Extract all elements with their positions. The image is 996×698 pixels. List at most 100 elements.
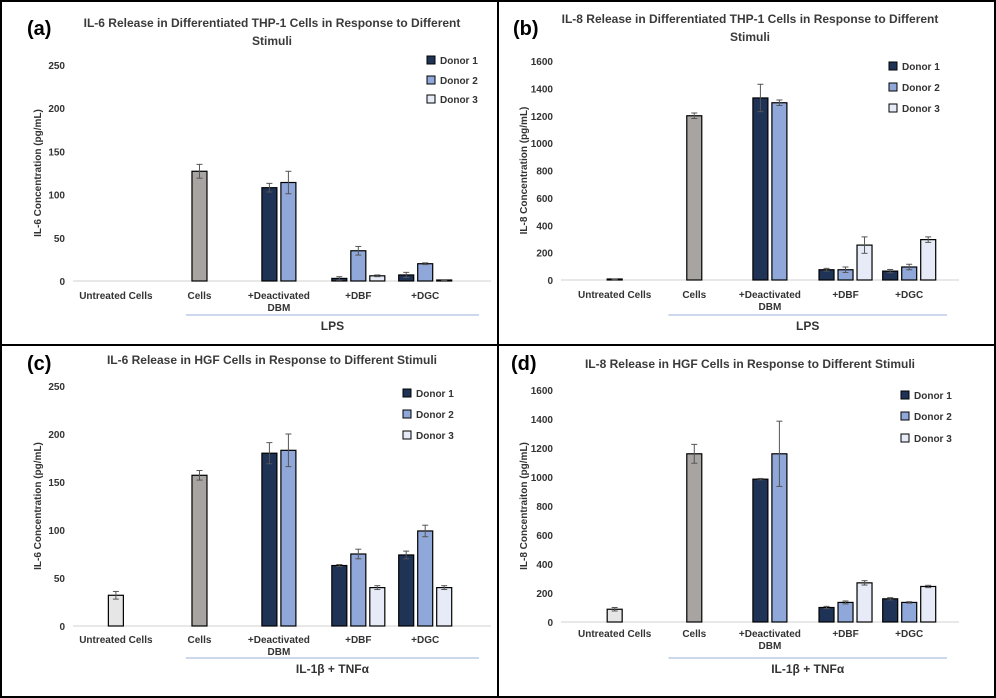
bar-donor2	[417, 263, 434, 282]
y-tick-label: 800	[536, 167, 553, 178]
y-tick-label: 200	[536, 249, 553, 260]
category-label: DBM	[759, 302, 782, 313]
category-label: Cells	[682, 290, 706, 301]
category-label: DBM	[268, 303, 291, 314]
chart-panel-b: (b) IL-8 Release in Differentiated THP-1 …	[513, 12, 959, 333]
category-label: +Deactivated	[248, 291, 310, 302]
group-label: IL-1β + TNFα	[771, 662, 845, 676]
y-axis-label: IL-8 Concentraiton (pg/mL)	[519, 442, 530, 570]
y-tick-label: 250	[48, 382, 65, 393]
y-tick-label: 1000	[531, 473, 554, 484]
category-label: +Deactivated	[739, 290, 801, 301]
category-label: DBM	[268, 647, 291, 658]
y-tick-label: 1400	[531, 84, 554, 95]
legend-swatch	[426, 94, 436, 104]
bar-cells	[686, 453, 703, 623]
legend-entry: Donor 3	[416, 431, 454, 442]
y-tick-label: 1000	[531, 139, 554, 150]
bar-donor3	[369, 587, 386, 627]
legend-swatch	[900, 411, 910, 421]
y-axis-label: IL-8 Concentration (pg/mL)	[519, 107, 530, 235]
bar-donor3	[856, 582, 873, 623]
legend-swatch	[900, 390, 910, 400]
y-tick-label: 0	[547, 618, 553, 629]
panel-label: (a)	[27, 18, 51, 40]
legend-entry: Donor 3	[902, 104, 940, 115]
legend-entry: Donor 1	[440, 56, 478, 67]
bar-donor2	[280, 181, 297, 282]
y-tick-label: 0	[59, 622, 65, 633]
bar-donor2	[771, 102, 788, 281]
legend-swatch	[402, 409, 412, 419]
bar-donor1	[331, 564, 348, 627]
bar-donor1	[752, 478, 769, 623]
bar-donor3	[920, 585, 937, 623]
chart-panel-a: (a) IL-6 Release in Differentiated THP-1 …	[27, 16, 491, 333]
chart-title: IL-8 Release in HGF Cells in Response to…	[585, 357, 915, 371]
y-tick-label: 200	[536, 589, 553, 600]
y-tick-label: 600	[536, 194, 553, 205]
category-label: +DGC	[411, 635, 439, 646]
chart-panel-d: (d) IL-8 Release in HGF Cells in Response…	[511, 353, 959, 676]
y-tick-label: 50	[54, 234, 66, 245]
panel-label: (d)	[511, 353, 537, 375]
legend-swatch	[402, 388, 412, 398]
bar-donor2	[350, 553, 367, 627]
y-tick-label: 1400	[531, 415, 554, 426]
category-label: Untreated Cells	[79, 291, 153, 302]
category-label: Untreated Cells	[578, 629, 652, 640]
category-label: +DGC	[411, 291, 439, 302]
bar-donor1	[752, 97, 769, 281]
chart-title: IL-6 Release in Differentiated THP-1 Cel…	[84, 16, 461, 30]
y-tick-label: 100	[48, 191, 65, 202]
bar-donor1	[261, 452, 278, 627]
legend-entry: Donor 1	[902, 62, 940, 73]
y-tick-label: 50	[54, 574, 66, 585]
legend-swatch	[888, 61, 898, 71]
chart-title: Stimuli	[730, 30, 770, 44]
legend-swatch	[900, 433, 910, 443]
legend-swatch	[888, 82, 898, 92]
group-label: LPS	[321, 319, 344, 333]
bar-donor2	[280, 449, 297, 627]
chart-title: Stimuli	[252, 34, 292, 48]
y-tick-label: 1200	[531, 444, 554, 455]
y-tick-label: 200	[48, 104, 65, 115]
legend-entry: Donor 3	[914, 434, 952, 445]
y-tick-label: 800	[536, 502, 553, 513]
bar-donor1	[882, 598, 899, 623]
y-axis-label: IL-6 Concentration (pg/mL)	[33, 109, 44, 237]
category-label: +DBF	[832, 290, 858, 301]
legend-entry: Donor 1	[914, 391, 952, 402]
y-tick-label: 1200	[531, 112, 554, 123]
category-label: +DBF	[345, 291, 371, 302]
category-label: Cells	[188, 291, 212, 302]
bar-donor2	[417, 530, 434, 627]
legend-entry: Donor 2	[902, 83, 940, 94]
bar-cells	[686, 115, 703, 281]
bar-donor1	[261, 187, 278, 282]
legend-swatch	[426, 75, 436, 85]
category-label: Cells	[682, 629, 706, 640]
category-label: Untreated Cells	[578, 290, 652, 301]
bar-cells	[191, 170, 208, 282]
legend-entry: Donor 2	[416, 410, 454, 421]
y-tick-label: 0	[547, 276, 553, 287]
bar-cells	[191, 474, 208, 627]
bar-donor3	[436, 587, 453, 627]
category-label: DBM	[759, 641, 782, 652]
category-label: +DGC	[895, 290, 923, 301]
legend-swatch	[426, 55, 436, 65]
legend-entry: Donor 3	[440, 95, 478, 106]
y-tick-label: 1600	[531, 57, 554, 68]
group-label: LPS	[796, 319, 819, 333]
bar-donor2	[901, 601, 918, 623]
category-label: +DGC	[895, 629, 923, 640]
legend-swatch	[402, 430, 412, 440]
y-tick-label: 400	[536, 221, 553, 232]
y-tick-label: 100	[48, 526, 65, 537]
group-label: IL-1β + TNFα	[296, 662, 370, 676]
category-label: +DBF	[345, 635, 371, 646]
